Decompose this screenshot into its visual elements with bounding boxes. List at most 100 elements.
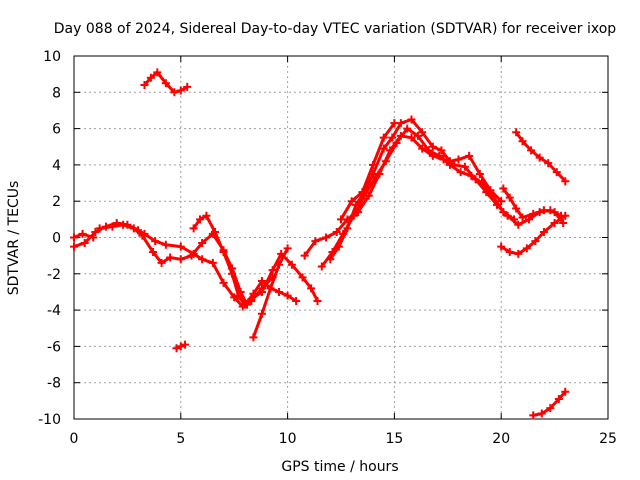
data-point bbox=[514, 249, 523, 258]
data-point bbox=[527, 146, 536, 155]
data-point bbox=[234, 291, 243, 300]
data-point bbox=[249, 333, 258, 342]
data-point bbox=[257, 277, 266, 286]
series-arc-d bbox=[140, 68, 192, 97]
data-point bbox=[392, 139, 401, 148]
x-tick-label: 10 bbox=[279, 431, 297, 447]
series-arc-a bbox=[70, 218, 277, 311]
data-point bbox=[170, 88, 179, 97]
y-tick-labels: -10 -8 -6 -4 -2 0 2 4 6 8 10 bbox=[38, 49, 61, 428]
series-arc-b bbox=[70, 229, 98, 242]
data-point bbox=[183, 82, 192, 91]
data-point bbox=[172, 344, 181, 353]
series-arc-l bbox=[337, 119, 399, 224]
data-point bbox=[198, 255, 207, 264]
data-point bbox=[544, 159, 553, 168]
data-point bbox=[514, 220, 523, 229]
data-point bbox=[307, 284, 316, 293]
y-tick-label: 10 bbox=[43, 49, 61, 65]
data-point bbox=[140, 81, 149, 90]
series-line bbox=[339, 121, 396, 221]
x-axis-label: GPS time / hours bbox=[281, 459, 398, 475]
y-tick-label: -6 bbox=[47, 339, 61, 355]
data-point bbox=[561, 177, 570, 186]
series-arc-k bbox=[326, 115, 506, 264]
data-point bbox=[379, 133, 388, 142]
tick-marks bbox=[73, 55, 609, 420]
data-point bbox=[381, 157, 390, 166]
data-point bbox=[146, 73, 155, 82]
data-point bbox=[219, 248, 228, 257]
series-arc-h bbox=[247, 249, 322, 306]
data-point bbox=[189, 224, 198, 233]
series-arc-o bbox=[512, 128, 570, 186]
data-point bbox=[166, 253, 175, 262]
data-point bbox=[554, 395, 563, 404]
data-point bbox=[539, 206, 548, 215]
data-point bbox=[219, 278, 228, 287]
series-line bbox=[320, 127, 516, 268]
x-tick-label: 15 bbox=[385, 431, 403, 447]
data-point bbox=[198, 238, 207, 247]
data-point bbox=[539, 228, 548, 237]
y-tick-label: 6 bbox=[52, 122, 61, 138]
data-point bbox=[266, 284, 275, 293]
data-point bbox=[95, 224, 104, 233]
data-point bbox=[467, 171, 476, 180]
data-point bbox=[196, 215, 205, 224]
data-point bbox=[418, 128, 427, 137]
data-point bbox=[537, 409, 546, 418]
data-point bbox=[257, 287, 266, 296]
series-arc-p bbox=[529, 387, 570, 420]
data-point bbox=[403, 124, 412, 133]
y-tick-label: -8 bbox=[47, 376, 61, 392]
data-point bbox=[454, 155, 463, 164]
data-point bbox=[300, 251, 309, 260]
data-point bbox=[240, 300, 249, 309]
data-point bbox=[181, 340, 190, 349]
series-arc-g bbox=[249, 244, 292, 342]
y-tick-label: 2 bbox=[52, 194, 61, 210]
data-point bbox=[157, 258, 166, 267]
data-point bbox=[202, 211, 211, 220]
data-point bbox=[292, 297, 301, 306]
data-point bbox=[510, 215, 519, 224]
data-point bbox=[317, 262, 326, 271]
data-point bbox=[465, 151, 474, 160]
data-point bbox=[283, 244, 292, 253]
data-point bbox=[283, 291, 292, 300]
data-point bbox=[78, 229, 87, 238]
data-point bbox=[149, 248, 158, 257]
data-point bbox=[70, 233, 78, 242]
data-point bbox=[529, 411, 538, 420]
data-point bbox=[153, 68, 162, 77]
data-point bbox=[277, 249, 286, 258]
series-arc-e bbox=[172, 340, 190, 353]
data-point bbox=[435, 151, 444, 160]
x-tick-label: 20 bbox=[492, 431, 510, 447]
data-point bbox=[257, 309, 266, 318]
data-point bbox=[187, 251, 196, 260]
series-line bbox=[249, 252, 319, 303]
data-point bbox=[334, 242, 343, 251]
data-point bbox=[129, 224, 138, 233]
data-point bbox=[176, 242, 185, 251]
data-point bbox=[475, 169, 484, 178]
data-point bbox=[210, 228, 219, 237]
data-point bbox=[512, 204, 521, 213]
data-point bbox=[407, 115, 416, 124]
data-point bbox=[512, 128, 521, 137]
y-tick-label: -2 bbox=[47, 267, 61, 283]
data-point bbox=[91, 228, 100, 237]
data-point bbox=[138, 231, 147, 240]
data-point bbox=[499, 208, 508, 217]
data-point bbox=[522, 244, 531, 253]
data-point bbox=[518, 213, 527, 222]
data-point bbox=[80, 238, 89, 247]
series-arc-j bbox=[317, 124, 519, 271]
data-point bbox=[119, 220, 128, 229]
y-tick-label: 4 bbox=[52, 158, 61, 174]
data-point bbox=[268, 266, 277, 275]
data-point bbox=[161, 240, 170, 249]
y-tick-label: -10 bbox=[38, 412, 61, 428]
